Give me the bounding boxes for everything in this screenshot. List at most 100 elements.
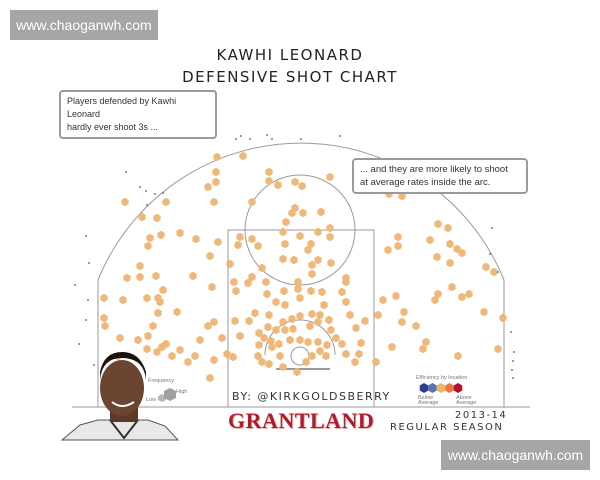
shot-marker xyxy=(218,333,226,343)
three-point-attempt-marker xyxy=(266,134,268,136)
efficiency-legend xyxy=(419,383,463,393)
shot-marker xyxy=(279,227,287,237)
three-point-attempt-marker xyxy=(300,138,302,140)
shot-marker xyxy=(134,335,142,345)
three-point-attempt-marker xyxy=(511,369,513,371)
shot-marker xyxy=(454,351,462,361)
shot-marker xyxy=(116,333,124,343)
shot-marker xyxy=(426,235,434,245)
shot-marker xyxy=(482,262,490,272)
shot-marker xyxy=(184,357,192,367)
shot-marker xyxy=(244,278,252,288)
annotation-three-pointers: Players defended by Kawhi Leonard hardly… xyxy=(59,90,217,139)
shot-marker xyxy=(176,345,184,355)
player-photo xyxy=(60,352,180,441)
efficiency-above-label: Above Average xyxy=(456,395,477,406)
shot-marker xyxy=(263,289,271,299)
shot-marker xyxy=(307,286,315,296)
shot-marker xyxy=(234,240,242,250)
shot-marker xyxy=(213,152,221,162)
shot-marker xyxy=(299,208,307,218)
shot-marker xyxy=(304,245,312,255)
shot-marker xyxy=(239,151,247,161)
shot-marker xyxy=(254,241,262,251)
shot-marker xyxy=(136,272,144,282)
shot-marker xyxy=(318,287,326,297)
annotation-inside-arc: ... and they are more likely to shoot at… xyxy=(352,158,528,194)
efficiency-below-label: Below Average xyxy=(418,395,439,406)
shot-marker xyxy=(294,277,302,287)
annotation-line: at average rates inside the arc. xyxy=(360,177,491,188)
shot-marker xyxy=(326,172,334,182)
shot-marker xyxy=(342,277,350,287)
shot-marker xyxy=(265,359,273,369)
shot-marker xyxy=(458,292,466,302)
shot-marker xyxy=(144,331,152,341)
shot-marker xyxy=(276,351,284,361)
shot-marker xyxy=(444,223,452,233)
shot-marker xyxy=(412,321,420,331)
shot-marker xyxy=(206,251,214,261)
three-point-attempt-marker xyxy=(78,343,80,345)
efficiency-swatch xyxy=(419,383,429,393)
shot-marker xyxy=(291,203,299,213)
shot-marker xyxy=(268,342,276,352)
shot-marker xyxy=(314,227,322,237)
three-point-attempt-marker xyxy=(88,262,90,264)
shot-marker xyxy=(342,349,350,359)
efficiency-swatch xyxy=(428,383,437,393)
shot-marker xyxy=(152,271,160,281)
three-point-attempt-marker xyxy=(74,284,76,286)
three-point-attempt-marker xyxy=(154,193,156,195)
shot-marker xyxy=(210,317,218,327)
shot-marker xyxy=(231,316,239,326)
shot-marker xyxy=(265,176,273,186)
shot-marker xyxy=(204,321,212,331)
shot-marker xyxy=(248,272,256,282)
shot-marker xyxy=(325,315,333,325)
shot-marker xyxy=(100,293,108,303)
shot-marker xyxy=(291,177,299,187)
three-point-attempt-marker xyxy=(145,190,147,192)
three-point-attempt-marker xyxy=(146,204,148,206)
shot-marker xyxy=(100,313,108,323)
shot-marker xyxy=(159,285,167,295)
shot-marker xyxy=(281,239,289,249)
shot-marker xyxy=(288,314,296,324)
shot-marker xyxy=(210,355,218,365)
shot-marker xyxy=(281,300,289,310)
shot-marker xyxy=(255,340,263,350)
shot-marker xyxy=(304,337,312,347)
shot-marker xyxy=(355,349,363,359)
season-label: REGULAR SEASON xyxy=(390,422,504,433)
shot-marker xyxy=(236,232,244,242)
shot-marker xyxy=(384,245,392,255)
three-point-attempt-marker xyxy=(249,138,251,140)
paint xyxy=(227,229,375,408)
shot-marker xyxy=(434,289,442,299)
three-point-attempt-marker xyxy=(513,351,515,353)
shot-marker xyxy=(206,373,214,383)
shot-marker xyxy=(293,367,301,377)
shot-marker xyxy=(499,313,507,323)
three-point-attempt-marker xyxy=(85,319,87,321)
shot-marker xyxy=(279,362,287,372)
shot-marker xyxy=(490,267,498,277)
shot-marker xyxy=(446,239,454,249)
shot-marker xyxy=(342,297,350,307)
shot-marker xyxy=(306,321,314,331)
shot-marker xyxy=(296,311,304,321)
shot-marker xyxy=(279,317,287,327)
shot-marker xyxy=(446,258,454,268)
three-point-attempt-marker xyxy=(271,138,273,140)
shot-marker xyxy=(154,308,162,318)
shot-marker xyxy=(236,331,244,341)
shot-marker xyxy=(392,291,400,301)
shot-marker xyxy=(245,316,253,326)
shot-marker xyxy=(191,351,199,361)
shot-marker xyxy=(357,338,365,348)
shot-marker xyxy=(388,342,396,352)
shot-marker xyxy=(143,293,151,303)
efficiency-swatch xyxy=(453,383,463,393)
three-point-attempt-marker xyxy=(235,138,237,140)
